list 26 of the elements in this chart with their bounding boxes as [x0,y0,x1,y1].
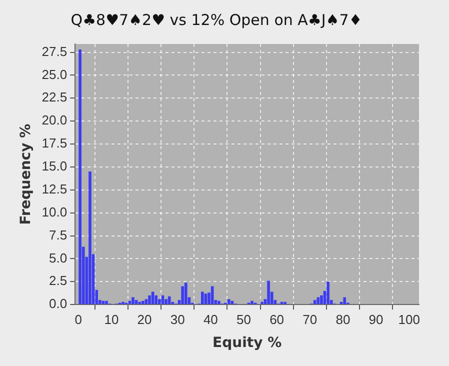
y-tick-label: 27.5 [42,44,68,59]
x-tick-label: 100 [398,312,420,327]
x-tick-label: 0 [74,312,82,327]
y-tick-label: 2.5 [49,273,68,288]
x-tick-label: 90 [368,312,384,327]
y-tick-label: 10.0 [42,204,68,220]
y-tick-label: 22.5 [42,90,68,105]
y-tick-label: 20.0 [42,112,68,128]
x-tick-label: 10 [104,312,119,327]
x-axis-title: Equity % [212,335,282,352]
chart-title: Q♣8♥7♠2♥ vs 12% Open on A♣J♠7♦ [70,10,362,29]
x-tick-label: 30 [170,312,185,327]
x-tick-label: 70 [302,312,318,327]
y-tick-label: 5.0 [49,250,68,266]
x-tick-label: 20 [137,312,152,327]
y-tick-label: 0.0 [49,296,68,312]
x-tick-label: 60 [270,312,284,327]
x-tick-label: 40 [203,312,218,327]
y-tick-label: 12.5 [42,181,68,196]
y-tick-label: 7.5 [49,227,68,242]
y-axis-title: Frequency % [18,124,34,225]
y-tick-label: 25.0 [42,66,68,82]
y-tick-label: 17.5 [42,136,68,151]
x-tick-label: 50 [236,312,251,327]
y-tick-label: 15.0 [42,158,68,174]
x-tick-label: 80 [336,312,350,327]
